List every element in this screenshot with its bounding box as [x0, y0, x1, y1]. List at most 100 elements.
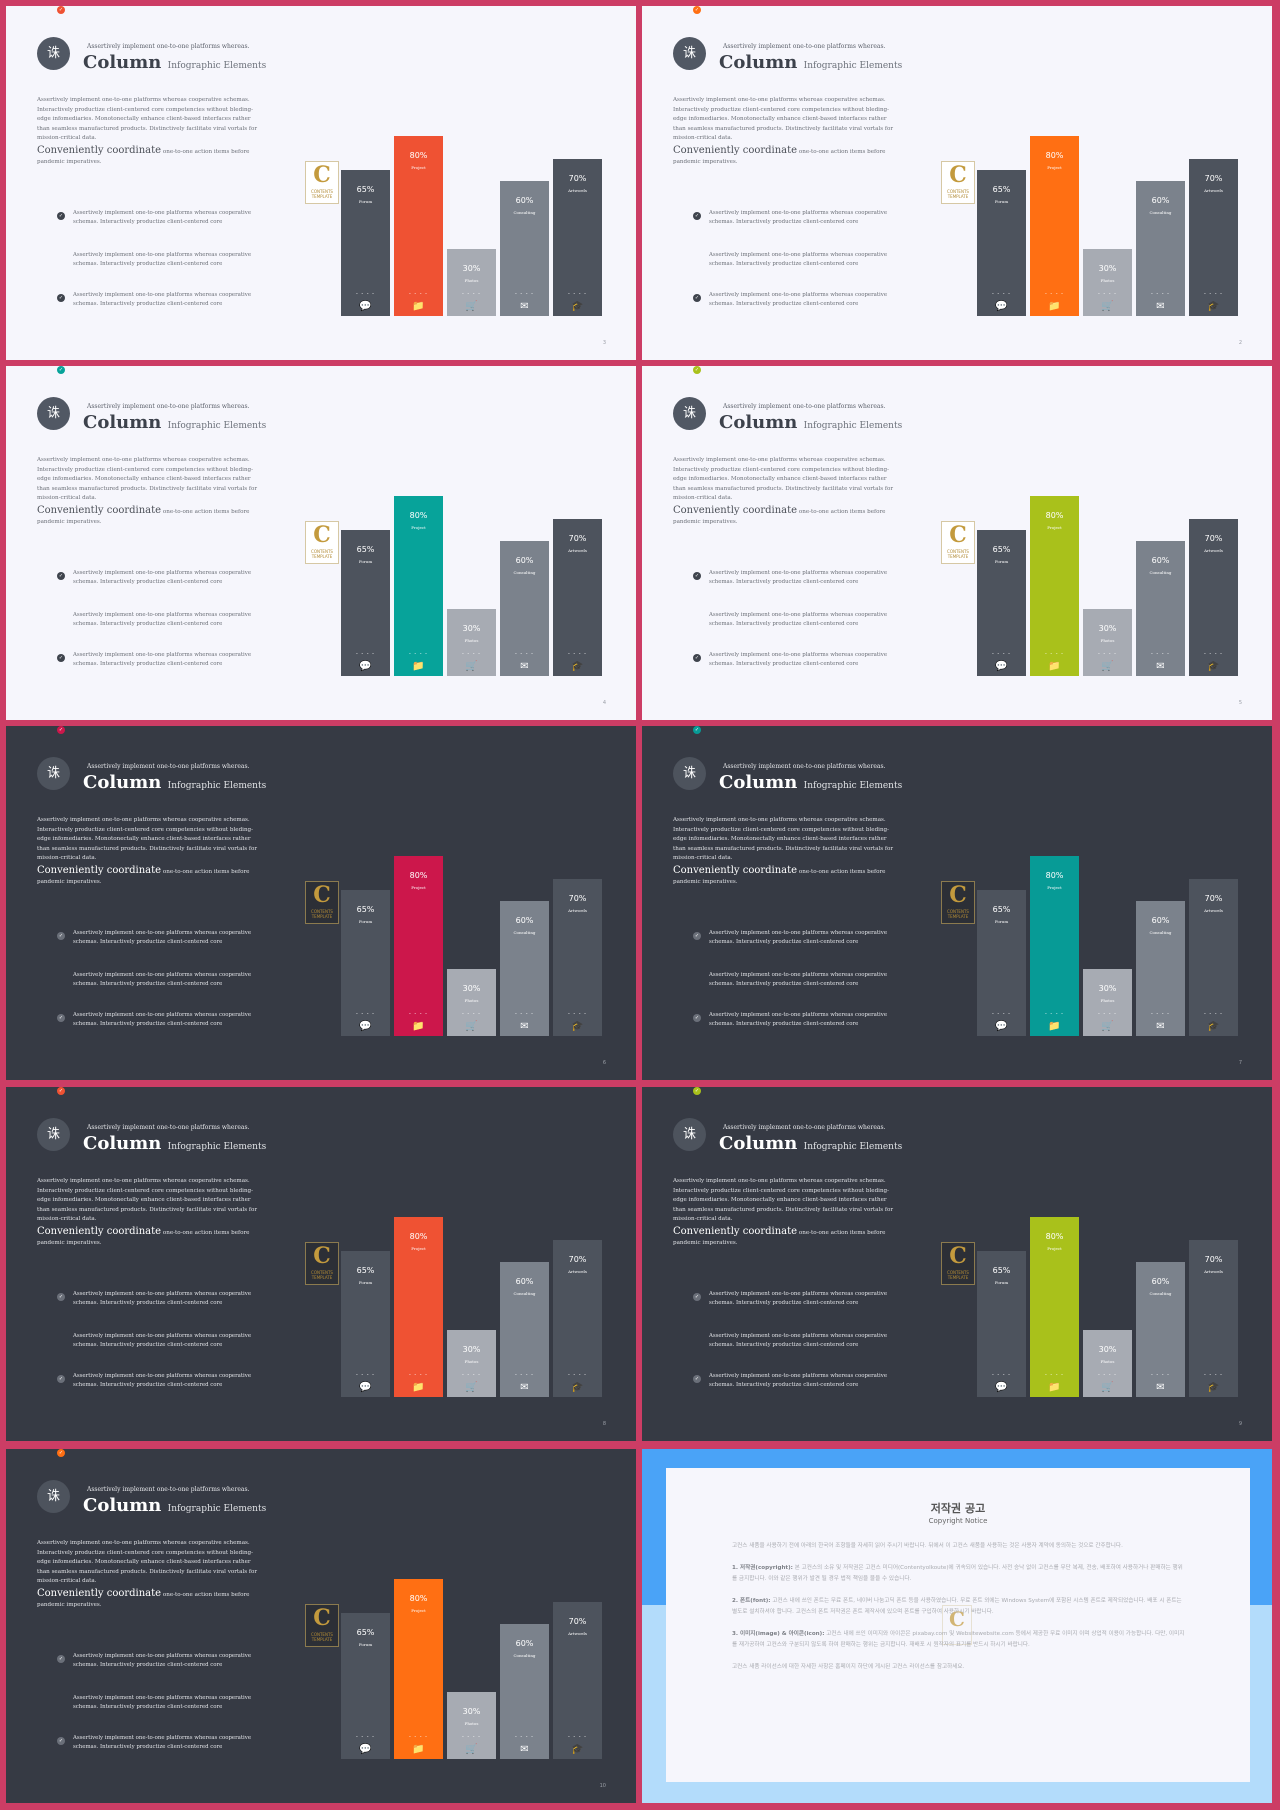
bar-placeholder: - - - -: [409, 291, 428, 297]
slide-4[interactable]: 诛 Assertively implement one-to-one platfo…: [642, 366, 1272, 720]
coordinate-heading: Conveniently coordinate one-to-one actio…: [673, 505, 886, 526]
contents-watermark-logo: C: [942, 1605, 972, 1645]
bar-project: 80% Project - - - - 📁: [394, 1579, 443, 1759]
bar-artwords: 70% Artwords - - - - 🎓: [553, 1240, 602, 1397]
bar-placeholder: - - - -: [462, 291, 481, 297]
bar-value-label: 70%: [1204, 174, 1223, 183]
list-item: Assertively implement one-to-one platfor…: [73, 612, 252, 627]
chat-icon: 💬: [359, 1744, 372, 1755]
column-chart: 65% Forum - - - - 💬 80% Project - - - - 📁 30% Pho…: [977, 96, 1244, 316]
check-icon: ✓: [57, 1655, 65, 1663]
graduation-icon: 🎓: [1207, 661, 1220, 672]
subtitle-top: Assertively implement one-to-one platfor…: [723, 43, 886, 50]
slide-1[interactable]: 诛 Assertively implement one-to-one platfo…: [6, 6, 636, 360]
check-icon: ✓: [57, 294, 65, 302]
slide-title-sub: Infographic Elements: [167, 1504, 267, 1514]
page-number: 10: [599, 1783, 606, 1789]
graduation-icon: 🎓: [571, 1382, 584, 1393]
bar-artwords: 70% Artwords - - - - 🎓: [1189, 1240, 1238, 1397]
bar-placeholder: - - - -: [1098, 1011, 1117, 1017]
bar-category-label: Forum: [358, 559, 373, 564]
bar-placeholder: - - - -: [409, 1372, 428, 1378]
slide-title: Column Infographic Elements: [83, 772, 267, 793]
body-paragraph: Assertively implement one-to-one platfor…: [673, 1178, 894, 1222]
check-icon: ✓: [693, 932, 701, 940]
graduation-icon: 🎓: [571, 661, 584, 672]
chat-icon: 💬: [359, 661, 372, 672]
bar-placeholder: - - - -: [1098, 1372, 1117, 1378]
contents-badge-logo: C CONTENTS TEMPLATE: [305, 161, 339, 204]
bar-placeholder: - - - -: [1045, 291, 1064, 297]
check-icon: ✓: [57, 572, 65, 580]
chat-icon: 💬: [995, 1021, 1008, 1032]
bar-forum: 65% Forum - - - - 💬: [341, 170, 390, 316]
bar-placeholder: - - - -: [992, 1372, 1011, 1378]
bar-value-label: 65%: [356, 1628, 375, 1637]
check-icon: ✓: [693, 1293, 701, 1301]
slide-7[interactable]: 诛 Assertively implement one-to-one platfo…: [6, 1087, 636, 1441]
bar-category-label: Artwords: [568, 548, 587, 553]
bar-consulting: 60% Consulting - - - - ✉: [1136, 541, 1185, 676]
list-item: Assertively implement one-to-one platfor…: [73, 1653, 252, 1668]
bar-forum: 65% Forum - - - - 💬: [341, 890, 390, 1036]
bar-placeholder: - - - -: [515, 1011, 534, 1017]
contents-badge-logo: C CONTENTS TEMPLATE: [305, 881, 339, 924]
page-number: 4: [602, 700, 606, 706]
slide-title-sub: Infographic Elements: [167, 1142, 267, 1152]
slide-6[interactable]: 诛 Assertively implement one-to-one platfo…: [642, 726, 1272, 1080]
column-chart: 65% Forum - - - - 💬 80% Project - - - - 📁 30% Pho…: [341, 816, 608, 1036]
bar-consulting: 60% Consulting - - - - ✉: [500, 901, 549, 1036]
bar-forum: 65% Forum - - - - 💬: [977, 170, 1026, 316]
check-icon: ✓: [693, 366, 701, 374]
bar-category-label: Artwords: [1204, 908, 1223, 913]
coordinate-heading: Conveniently coordinate one-to-one actio…: [37, 505, 250, 526]
bar-value-label: 70%: [568, 534, 587, 543]
slide-title-sub: Infographic Elements: [167, 781, 267, 791]
bar-value-label: 65%: [356, 545, 375, 554]
bar-value-label: 60%: [1151, 556, 1170, 565]
slide-5[interactable]: 诛 Assertively implement one-to-one platfo…: [6, 726, 636, 1080]
contents-badge-logo: C CONTENTS TEMPLATE: [941, 161, 975, 204]
bar-photos: 30% Photos - - - - 🛒: [447, 1330, 496, 1397]
bar-value-label: 30%: [462, 624, 481, 633]
mail-icon: ✉: [520, 1744, 529, 1755]
bar-category-label: Photos: [464, 1721, 479, 1726]
bar-category-label: Photos: [1100, 278, 1115, 283]
folder-icon: 📁: [1048, 301, 1061, 312]
notice-font: 2. 폰트(font): 고컨스 내에 쓰인 폰트는 무료 폰트, 네이버 나눔…: [732, 1598, 1182, 1615]
logo-icon: 诛: [37, 37, 70, 70]
page-number: 2: [1238, 340, 1242, 346]
slide-3[interactable]: 诛 Assertively implement one-to-one platfo…: [6, 366, 636, 720]
folder-icon: 📁: [412, 1382, 425, 1393]
bar-placeholder: - - - -: [992, 651, 1011, 657]
mail-icon: ✉: [520, 661, 529, 672]
bar-category-label: Consulting: [513, 570, 536, 575]
bar-placeholder: - - - -: [992, 1011, 1011, 1017]
bar-project: 80% Project - - - - 📁: [1030, 1217, 1079, 1397]
bar-project: 80% Project - - - - 📁: [394, 856, 443, 1036]
page-number: 3: [602, 340, 606, 346]
slide-9[interactable]: 诛 Assertively implement one-to-one platfo…: [6, 1449, 636, 1803]
body-paragraph: Assertively implement one-to-one platfor…: [37, 1540, 258, 1584]
slide-8[interactable]: 诛 Assertively implement one-to-one platfo…: [642, 1087, 1272, 1441]
logo-icon: 诛: [37, 397, 70, 430]
bar-project: 80% Project - - - - 📁: [394, 1217, 443, 1397]
contents-badge-logo: C CONTENTS TEMPLATE: [941, 1242, 975, 1285]
list-item: Assertively implement one-to-one platfor…: [709, 612, 888, 627]
subtitle-top: Assertively implement one-to-one platfor…: [87, 1486, 250, 1493]
subtitle-top: Assertively implement one-to-one platfor…: [87, 1124, 250, 1131]
check-icon: ✓: [693, 294, 701, 302]
bar-placeholder: - - - -: [1204, 651, 1223, 657]
coordinate-heading: Conveniently coordinate one-to-one actio…: [673, 145, 886, 166]
cart-icon: 🛒: [1101, 1021, 1114, 1032]
bar-category-label: Artwords: [1204, 1269, 1223, 1274]
bar-placeholder: - - - -: [462, 1372, 481, 1378]
slide-2[interactable]: 诛 Assertively implement one-to-one platfo…: [642, 6, 1272, 360]
bar-placeholder: - - - -: [356, 291, 375, 297]
bar-artwords: 70% Artwords - - - - 🎓: [553, 159, 602, 316]
chat-icon: 💬: [995, 1382, 1008, 1393]
bar-artwords: 70% Artwords - - - - 🎓: [553, 879, 602, 1036]
list-item: Assertively implement one-to-one platfor…: [73, 1373, 252, 1388]
bar-consulting: 60% Consulting - - - - ✉: [1136, 181, 1185, 316]
bar-placeholder: - - - -: [1151, 1372, 1170, 1378]
